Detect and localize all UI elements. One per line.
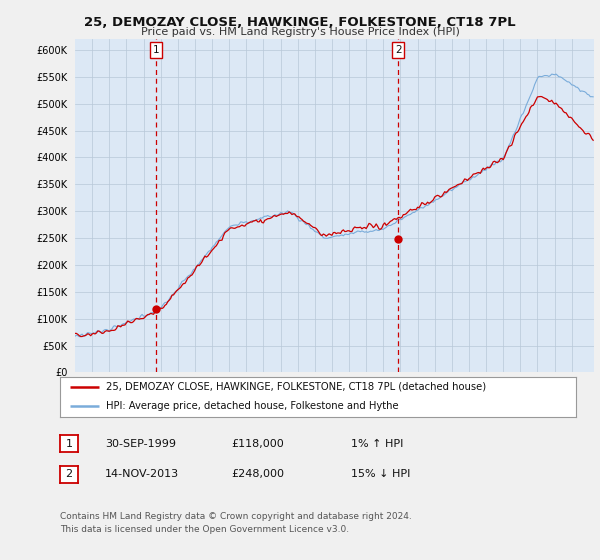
- Text: 1% ↑ HPI: 1% ↑ HPI: [351, 438, 403, 449]
- Text: 30-SEP-1999: 30-SEP-1999: [105, 438, 176, 449]
- Text: 25, DEMOZAY CLOSE, HAWKINGE, FOLKESTONE, CT18 7PL (detached house): 25, DEMOZAY CLOSE, HAWKINGE, FOLKESTONE,…: [106, 382, 487, 392]
- Text: 25, DEMOZAY CLOSE, HAWKINGE, FOLKESTONE, CT18 7PL: 25, DEMOZAY CLOSE, HAWKINGE, FOLKESTONE,…: [84, 16, 516, 29]
- Text: HPI: Average price, detached house, Folkestone and Hythe: HPI: Average price, detached house, Folk…: [106, 401, 399, 411]
- Text: Price paid vs. HM Land Registry's House Price Index (HPI): Price paid vs. HM Land Registry's House …: [140, 27, 460, 37]
- Text: £118,000: £118,000: [231, 438, 284, 449]
- Text: 1: 1: [153, 45, 160, 55]
- Text: 2: 2: [395, 45, 401, 55]
- Text: £248,000: £248,000: [231, 469, 284, 479]
- Text: 14-NOV-2013: 14-NOV-2013: [105, 469, 179, 479]
- Text: 2: 2: [65, 469, 73, 479]
- Text: Contains HM Land Registry data © Crown copyright and database right 2024.
This d: Contains HM Land Registry data © Crown c…: [60, 512, 412, 534]
- Text: 15% ↓ HPI: 15% ↓ HPI: [351, 469, 410, 479]
- Text: 1: 1: [65, 438, 73, 449]
